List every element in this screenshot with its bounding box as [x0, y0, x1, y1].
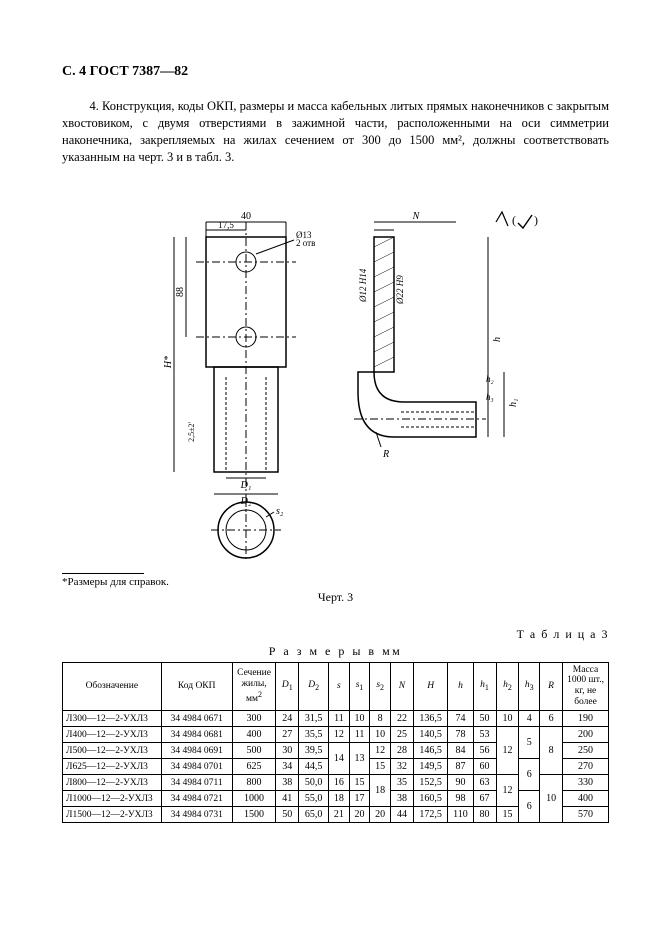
- col-h3: h3: [519, 662, 540, 711]
- svg-text:(: (: [512, 213, 516, 227]
- col-s2: s2: [370, 662, 391, 711]
- footnote-rule: [62, 573, 144, 574]
- col-h: h: [448, 662, 473, 711]
- col-h1: h1: [473, 662, 496, 711]
- col-designation: Обозначение: [63, 662, 162, 711]
- dim-h1: h₁: [508, 398, 519, 406]
- table-number: Т а б л и ц а 3: [62, 627, 609, 642]
- dim-Hstar: H*: [163, 355, 174, 368]
- dim-h3: h₃: [486, 392, 494, 402]
- col-mass: Масса1000 шт.,кг, неболее: [563, 662, 609, 711]
- col-d1: D1: [276, 662, 299, 711]
- col-section: Сечениежилы,мм2: [232, 662, 276, 711]
- col-R: R: [540, 662, 563, 711]
- dim-s2: s₂: [276, 506, 284, 517]
- page-header: С. 4 ГОСТ 7387—82: [62, 64, 609, 80]
- table-row: Л1000—12—2-УХЛ3 34 4984 0721 1000 4155,0…: [63, 791, 609, 807]
- col-s1: s1: [349, 662, 370, 711]
- col-d2: D2: [299, 662, 329, 711]
- dim-88: 88: [175, 287, 186, 297]
- table-row: Л300—12—2-УХЛ3 34 4984 0671 300 2431,5 1…: [63, 711, 609, 727]
- dim-N: N: [411, 211, 420, 222]
- svg-text:): ): [534, 213, 538, 227]
- figure-3: D₁ D₂ s₂ 40 17,5 Ø13: [62, 182, 609, 567]
- col-h2: h2: [496, 662, 519, 711]
- col-N: N: [391, 662, 414, 711]
- table-units: Р а з м е р ы в мм: [62, 644, 609, 659]
- dim-40: 40: [241, 211, 251, 222]
- col-H: H: [413, 662, 447, 711]
- col-okp: Код ОКП: [161, 662, 232, 711]
- dim-h2: h₂: [486, 374, 494, 384]
- dim-2holes: 2 отв: [296, 238, 315, 248]
- figure-footnote: *Размеры для справок.: [62, 576, 609, 588]
- table-3: Обозначение Код ОКП Сечениежилы,мм2 D1 D…: [62, 662, 609, 824]
- dim-tol1: Ø12 Н14: [358, 268, 368, 303]
- dim-17-5: 17,5: [218, 220, 234, 230]
- figure-caption: Черт. 3: [62, 590, 609, 605]
- paragraph-4: 4. Конструкция, коды ОКП, размеры и масс…: [62, 98, 609, 166]
- table-row: Л400—12—2-УХЛ3 34 4984 0681 400 2735,5 1…: [63, 727, 609, 743]
- dim-tol2: Ø22 Н9: [395, 274, 405, 304]
- dim-draft: 2,5±2': [187, 421, 196, 441]
- dim-R: R: [382, 449, 389, 460]
- dim-d1: D₁: [239, 480, 251, 491]
- drawing-svg: D₁ D₂ s₂ 40 17,5 Ø13: [126, 182, 546, 562]
- dim-h: h: [492, 337, 503, 342]
- col-s: s: [329, 662, 350, 711]
